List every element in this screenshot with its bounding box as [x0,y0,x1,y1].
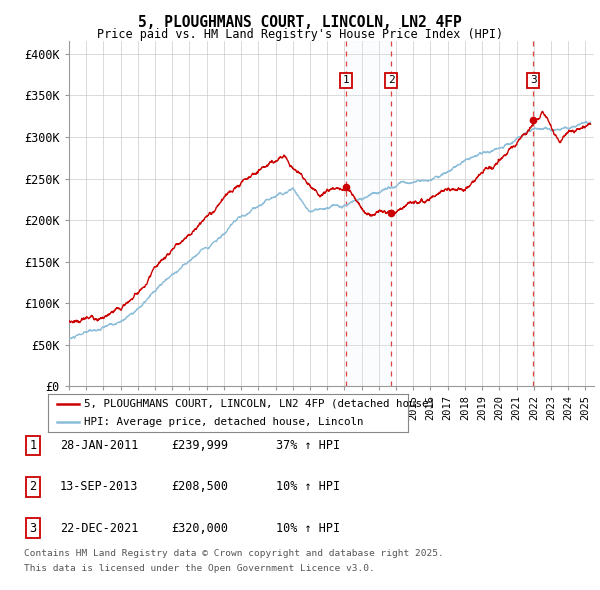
Text: £208,500: £208,500 [171,480,228,493]
Text: 1: 1 [343,76,349,86]
Text: 5, PLOUGHMANS COURT, LINCOLN, LN2 4FP (detached house): 5, PLOUGHMANS COURT, LINCOLN, LN2 4FP (d… [84,399,435,409]
Text: 5, PLOUGHMANS COURT, LINCOLN, LN2 4FP: 5, PLOUGHMANS COURT, LINCOLN, LN2 4FP [138,15,462,30]
Text: 22-DEC-2021: 22-DEC-2021 [60,522,139,535]
Text: 28-JAN-2011: 28-JAN-2011 [60,439,139,452]
Text: £239,999: £239,999 [171,439,228,452]
Text: 10% ↑ HPI: 10% ↑ HPI [276,480,340,493]
Text: 1: 1 [29,439,37,452]
Text: 13-SEP-2013: 13-SEP-2013 [60,480,139,493]
Bar [346,41,391,386]
Text: This data is licensed under the Open Government Licence v3.0.: This data is licensed under the Open Gov… [24,565,375,573]
Text: 2: 2 [29,480,37,493]
Text: 10% ↑ HPI: 10% ↑ HPI [276,522,340,535]
Text: Price paid vs. HM Land Registry's House Price Index (HPI): Price paid vs. HM Land Registry's House … [97,28,503,41]
Text: HPI: Average price, detached house, Lincoln: HPI: Average price, detached house, Linc… [84,417,364,427]
Text: Contains HM Land Registry data © Crown copyright and database right 2025.: Contains HM Land Registry data © Crown c… [24,549,444,558]
Text: 2: 2 [388,76,394,86]
Text: £320,000: £320,000 [171,522,228,535]
Text: 3: 3 [530,76,536,86]
Text: 3: 3 [29,522,37,535]
Text: 37% ↑ HPI: 37% ↑ HPI [276,439,340,452]
